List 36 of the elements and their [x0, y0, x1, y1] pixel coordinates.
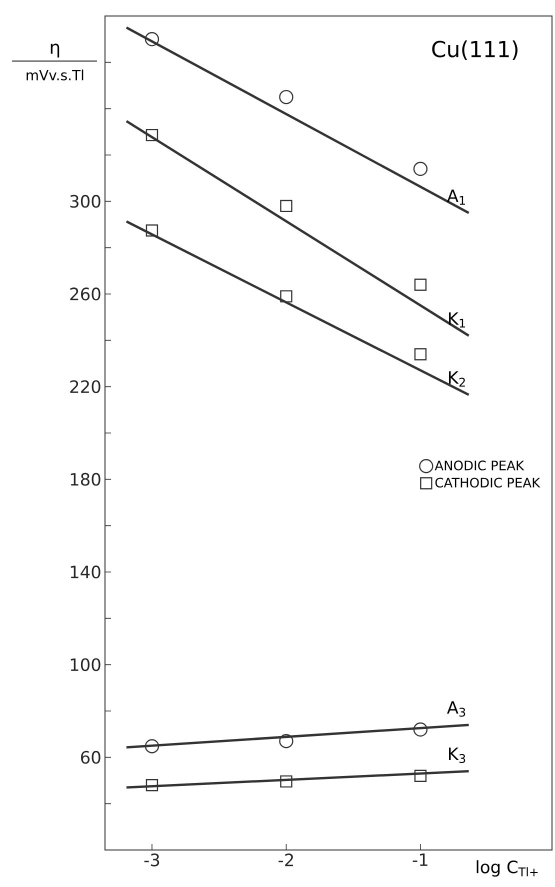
point — [414, 278, 427, 291]
point — [144, 739, 160, 754]
series-label: A$_{3}$ — [447, 701, 466, 717]
x-tick-label: -3 — [144, 854, 160, 866]
series-label: K$_{3}$ — [449, 748, 466, 764]
x-axis-title: log C$_{Tl+}$ — [476, 860, 538, 877]
y-tick-label: 140 — [70, 566, 100, 578]
legend-label: CATHODIC PEAK — [435, 478, 540, 488]
text: Cu(111) — [432, 40, 518, 60]
point — [146, 224, 158, 237]
y-tick-label: 180 — [70, 472, 100, 486]
point — [414, 348, 427, 360]
point — [280, 775, 292, 788]
point — [146, 779, 158, 792]
series-label: K$_{1}$ — [449, 312, 465, 328]
text: mVv.s.Tl — [26, 70, 84, 80]
point — [414, 770, 427, 782]
point — [280, 200, 292, 212]
point — [146, 128, 158, 142]
point — [279, 734, 294, 748]
series-label: K$_{2}$ — [449, 371, 465, 387]
y-tick-label: 260 — [70, 288, 100, 300]
y-tick-label: 300 — [70, 194, 100, 208]
legend-label: ANODIC PEAK — [434, 460, 524, 470]
point — [279, 90, 294, 104]
point — [280, 290, 292, 302]
y-axis-title: η — [50, 44, 60, 58]
y-tick-label: 60 — [81, 750, 100, 764]
x-tick-label: -1 — [412, 854, 428, 866]
y-tick-label: 100 — [70, 658, 100, 672]
x-tick-label: -2 — [278, 854, 293, 866]
point — [144, 32, 160, 46]
series-label: A$_{1}$ — [447, 190, 465, 205]
point — [413, 722, 428, 737]
y-tick-label: 220 — [70, 380, 100, 394]
point — [413, 162, 428, 176]
